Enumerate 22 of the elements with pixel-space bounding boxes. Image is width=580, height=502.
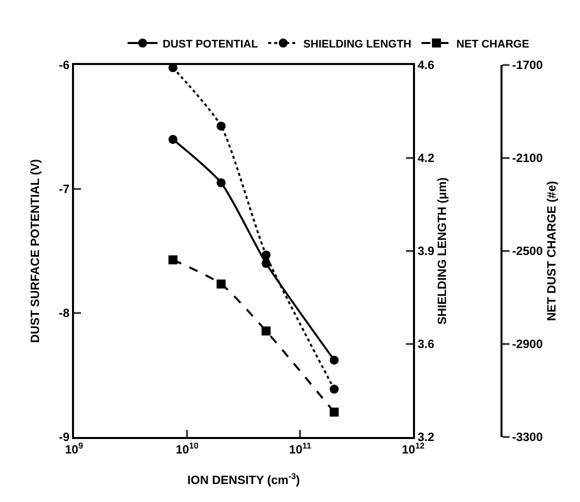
x-tick-label: 10$^{11}$ [289,440,312,456]
x-axis-title: ION DENSITY (cm$^{-3}$) [187,470,300,487]
y3-tick-label: -2900 [512,337,544,352]
y2-axis-title: SHIELDING LENGTH (μm) [435,177,450,325]
y2-tick-label: 3.9 [418,244,435,258]
y3-tick-label: -2100 [512,151,544,166]
y2-tick-label: 4.6 [418,58,435,72]
y-tick-label: -6 [58,58,70,72]
y3-tick-label: -2500 [512,244,544,258]
x-tick-label: 10$^{10}$ [176,440,199,456]
y-tick-label: -8 [58,306,70,320]
legend-label: NET CHARGE [456,38,530,50]
y3-axis-title: NET DUST CHARGE (#e) [544,180,558,322]
y3-tick-label: -1700 [512,58,544,72]
legend-label: SHIELDING LENGTH [303,38,412,50]
y3-tick-label: -3300 [512,430,544,444]
y-tick-label: -7 [58,182,70,196]
legend-label: DUST POTENTIAL [162,38,258,50]
y2-tick-label: 4.2 [418,151,435,166]
y-axis-title: DUST SURFACE POTENTIAL (V) [28,159,42,343]
y2-tick-label: 3.6 [418,337,435,352]
x-tick-label: 10$^{12}$ [402,440,425,456]
